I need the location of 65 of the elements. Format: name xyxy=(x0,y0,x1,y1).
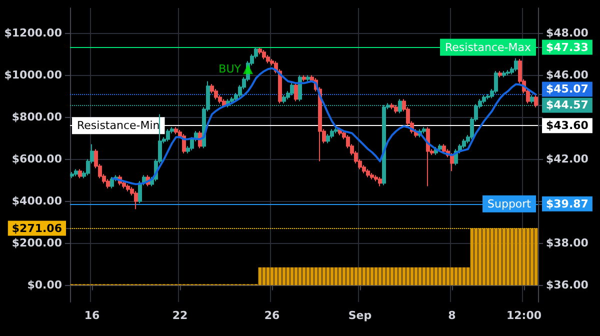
candlestick xyxy=(506,70,510,76)
y2-tick-label: $42.00 xyxy=(546,152,589,166)
y2-tick-label: $43.60 xyxy=(546,119,589,132)
candlestick xyxy=(262,50,266,60)
y-tick-label: $271.06 xyxy=(12,222,62,235)
candlestick xyxy=(134,190,138,210)
x-tick-label: 8 xyxy=(448,309,456,322)
y-tick-label: $400.00 xyxy=(12,194,62,208)
candlestick xyxy=(370,172,374,180)
y-tick-label: $1000.00 xyxy=(4,68,62,82)
series-label: BUY xyxy=(218,62,242,76)
candlestick xyxy=(302,74,306,82)
y2-tick-label: $44.57 xyxy=(546,98,588,112)
candlestick xyxy=(530,94,534,104)
candlestick xyxy=(298,74,302,102)
candlestick xyxy=(334,127,338,134)
y2-tick-label: $36.00 xyxy=(546,278,589,292)
x-tick-label: Sep xyxy=(348,309,372,322)
candlestick xyxy=(498,70,502,78)
candlestick xyxy=(174,126,178,135)
candlestick xyxy=(126,184,130,192)
candlestick xyxy=(390,102,394,110)
y2-tick-label: $46.00 xyxy=(546,68,589,82)
candlestick xyxy=(294,82,298,102)
candlestick xyxy=(330,128,334,139)
candlestick xyxy=(70,172,74,179)
candlestick xyxy=(438,144,442,152)
candlestick xyxy=(514,58,518,72)
y2-tick-label: $47.33 xyxy=(546,40,588,54)
candlestick xyxy=(394,104,398,114)
y2-tick-label: $48.00 xyxy=(546,26,589,40)
candlestick xyxy=(74,168,78,177)
candlestick xyxy=(450,152,454,172)
ref-line-label: Support xyxy=(488,197,532,210)
candlestick xyxy=(426,126,430,187)
candlestick xyxy=(110,176,114,189)
x-tick-label: 16 xyxy=(84,309,100,322)
y2-tick-label: $45.07 xyxy=(546,82,588,96)
y-tick-label: $200.00 xyxy=(12,236,62,250)
candlestick xyxy=(502,70,506,78)
candlestick xyxy=(422,126,426,134)
y-tick-label: $800.00 xyxy=(12,110,62,124)
ref-line-label: Resistance-Min xyxy=(77,119,160,132)
candlestick xyxy=(318,86,322,162)
candlestick xyxy=(282,94,286,104)
candlestick xyxy=(230,96,234,104)
x-tick-label: 12:00 xyxy=(506,309,542,322)
candlestick xyxy=(306,74,310,82)
y-tick-label: $0.00 xyxy=(27,278,62,292)
candlestick xyxy=(366,168,370,178)
candlestick xyxy=(166,128,170,142)
x-tick-label: 26 xyxy=(264,309,280,322)
x-tick-label: 22 xyxy=(172,309,188,322)
y2-tick-label: $38.00 xyxy=(546,236,589,250)
ref-line-label: Resistance-Max xyxy=(445,40,532,54)
y-tick-label: $600.00 xyxy=(12,152,62,166)
candlestick xyxy=(78,168,82,179)
candlestick xyxy=(534,94,538,108)
candlestick xyxy=(442,144,446,154)
candlestick xyxy=(258,47,262,55)
candlestick xyxy=(378,176,382,187)
candlestick xyxy=(222,98,226,108)
y2-tick-label: $39.87 xyxy=(546,197,588,210)
y-tick-label: $1200.00 xyxy=(4,26,62,40)
candlestick xyxy=(290,82,294,96)
